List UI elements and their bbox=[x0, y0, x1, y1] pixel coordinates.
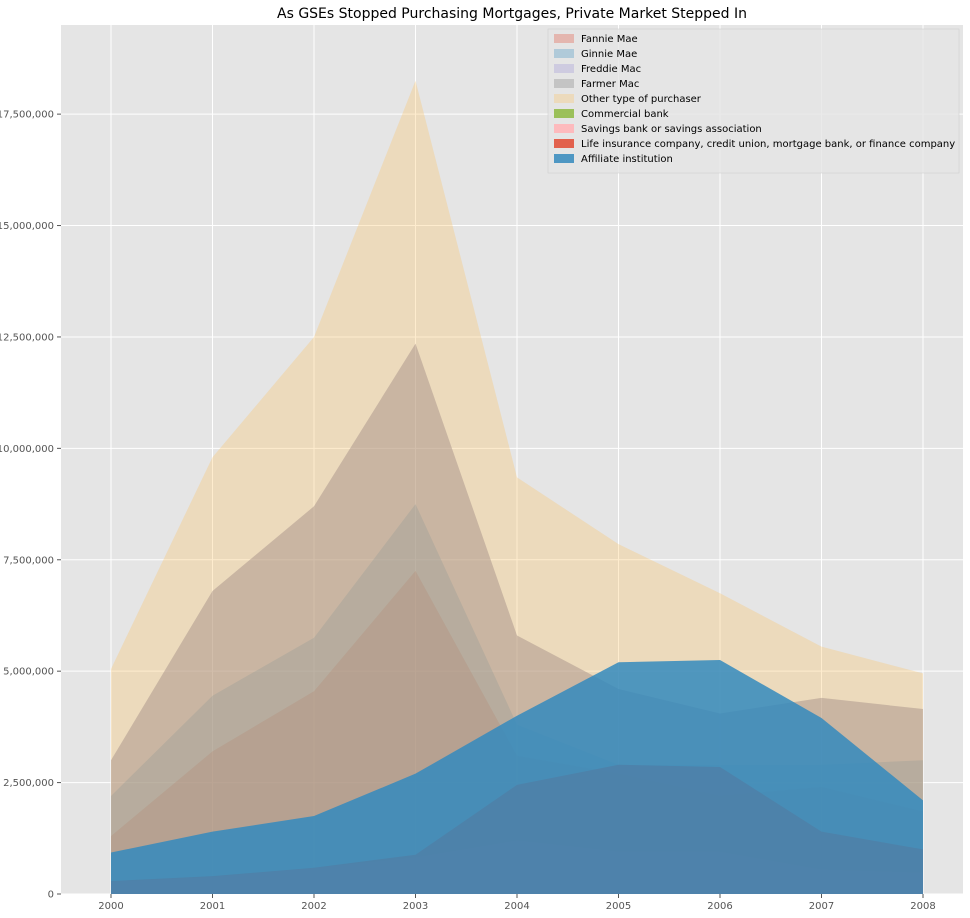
x-tick-label: 2003 bbox=[403, 901, 428, 912]
legend-swatch bbox=[554, 34, 574, 43]
y-tick-label: 5,000,000 bbox=[3, 667, 54, 678]
legend-swatch bbox=[554, 79, 574, 88]
legend-swatch bbox=[554, 139, 574, 148]
legend-swatch bbox=[554, 49, 574, 58]
legend-label: Farmer Mac bbox=[581, 79, 639, 90]
legend-label: Other type of purchaser bbox=[581, 94, 702, 105]
area-series-group bbox=[111, 80, 923, 895]
x-tick-label: 2008 bbox=[910, 901, 935, 912]
legend-swatch bbox=[554, 64, 574, 73]
legend-label: Freddie Mac bbox=[581, 64, 641, 75]
legend-label: Commercial bank bbox=[581, 109, 669, 120]
x-tick-label: 2006 bbox=[707, 901, 732, 912]
legend-label: Fannie Mae bbox=[581, 34, 638, 45]
area-series-8 bbox=[111, 660, 923, 894]
y-tick-label: 2,500,000 bbox=[3, 778, 54, 789]
x-tick-label: 2005 bbox=[606, 901, 631, 912]
chart-title: As GSEs Stopped Purchasing Mortgages, Pr… bbox=[277, 6, 747, 22]
legend-label: Savings bank or savings association bbox=[581, 124, 762, 135]
legend-label: Life insurance company, credit union, mo… bbox=[581, 139, 955, 150]
x-tick-label: 2001 bbox=[200, 901, 225, 912]
legend-swatch bbox=[554, 94, 574, 103]
legend-swatch bbox=[554, 109, 574, 118]
legend-label: Affiliate institution bbox=[581, 154, 673, 165]
legend-swatch bbox=[554, 154, 574, 163]
legend-box bbox=[547, 28, 960, 174]
y-tick-label: 7,500,000 bbox=[3, 555, 54, 566]
x-axis-ticks: 2000 2001 2002 2003 2004 2005 2006 2007 2008 bbox=[98, 894, 936, 912]
x-tick-label: 2002 bbox=[301, 901, 326, 912]
x-tick-label: 2004 bbox=[504, 901, 529, 912]
y-axis-ticks: 0 2,500,000 5,000,000 7,500,000 10,000,000 12… bbox=[0, 110, 61, 901]
legend: Fannie Mae Ginnie Mae Freddie Mac Farmer Ma… bbox=[547, 28, 960, 174]
legend-swatch bbox=[554, 124, 574, 133]
x-tick-label: 2000 bbox=[98, 901, 123, 912]
y-tick-label: 0 bbox=[48, 890, 54, 901]
y-tick-label: 15,000,000 bbox=[0, 221, 54, 232]
y-tick-label: 17,500,000 bbox=[0, 110, 54, 121]
legend-label: Ginnie Mae bbox=[581, 49, 637, 60]
y-tick-label: 12,500,000 bbox=[0, 332, 54, 343]
y-tick-label: 10,000,000 bbox=[0, 444, 54, 455]
grid-lines bbox=[61, 25, 963, 895]
x-tick-label: 2007 bbox=[809, 901, 834, 912]
